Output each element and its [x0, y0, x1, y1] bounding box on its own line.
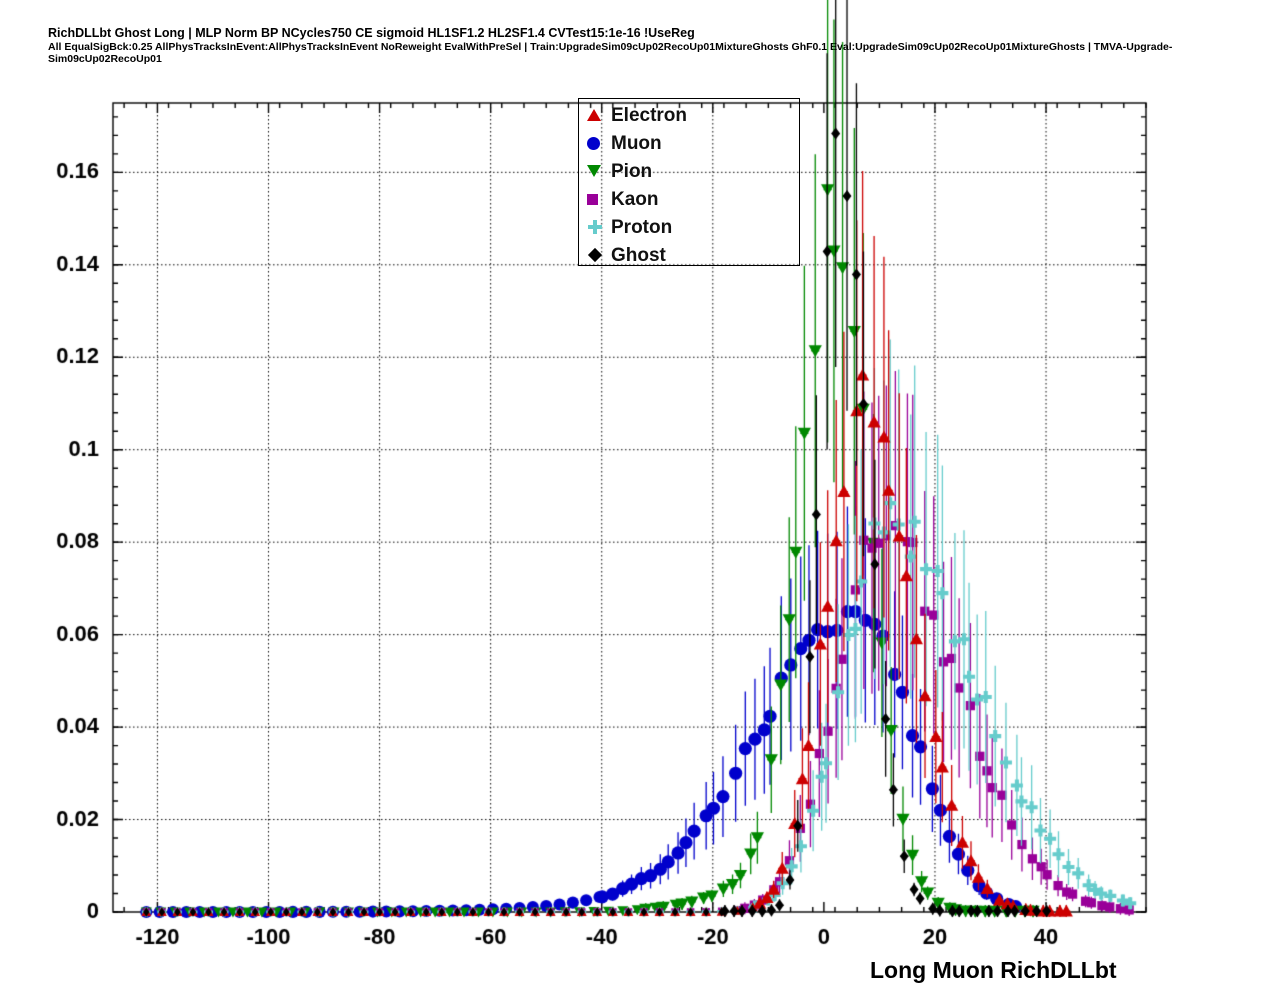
legend-box: Electron Muon Pion Kaon Proton Ghost	[578, 98, 800, 266]
pion-marker-icon	[587, 163, 605, 181]
legend-item-electron: Electron	[587, 105, 687, 127]
legend-item-kaon: Kaon	[587, 189, 659, 211]
chart-root: RichDLLbt Ghost Long | MLP Norm BP NCycl…	[0, 0, 1276, 996]
ghost-marker-icon	[587, 247, 605, 265]
muon-marker-icon	[587, 135, 605, 153]
kaon-marker-icon	[587, 191, 605, 209]
legend-item-pion: Pion	[587, 161, 652, 183]
electron-marker-icon	[587, 107, 605, 125]
x-axis-label: Long Muon RichDLLbt	[870, 957, 1117, 984]
legend-item-proton: Proton	[587, 217, 672, 239]
legend-item-muon: Muon	[587, 133, 662, 155]
proton-marker-icon	[587, 219, 605, 237]
legend-item-ghost: Ghost	[587, 245, 666, 267]
